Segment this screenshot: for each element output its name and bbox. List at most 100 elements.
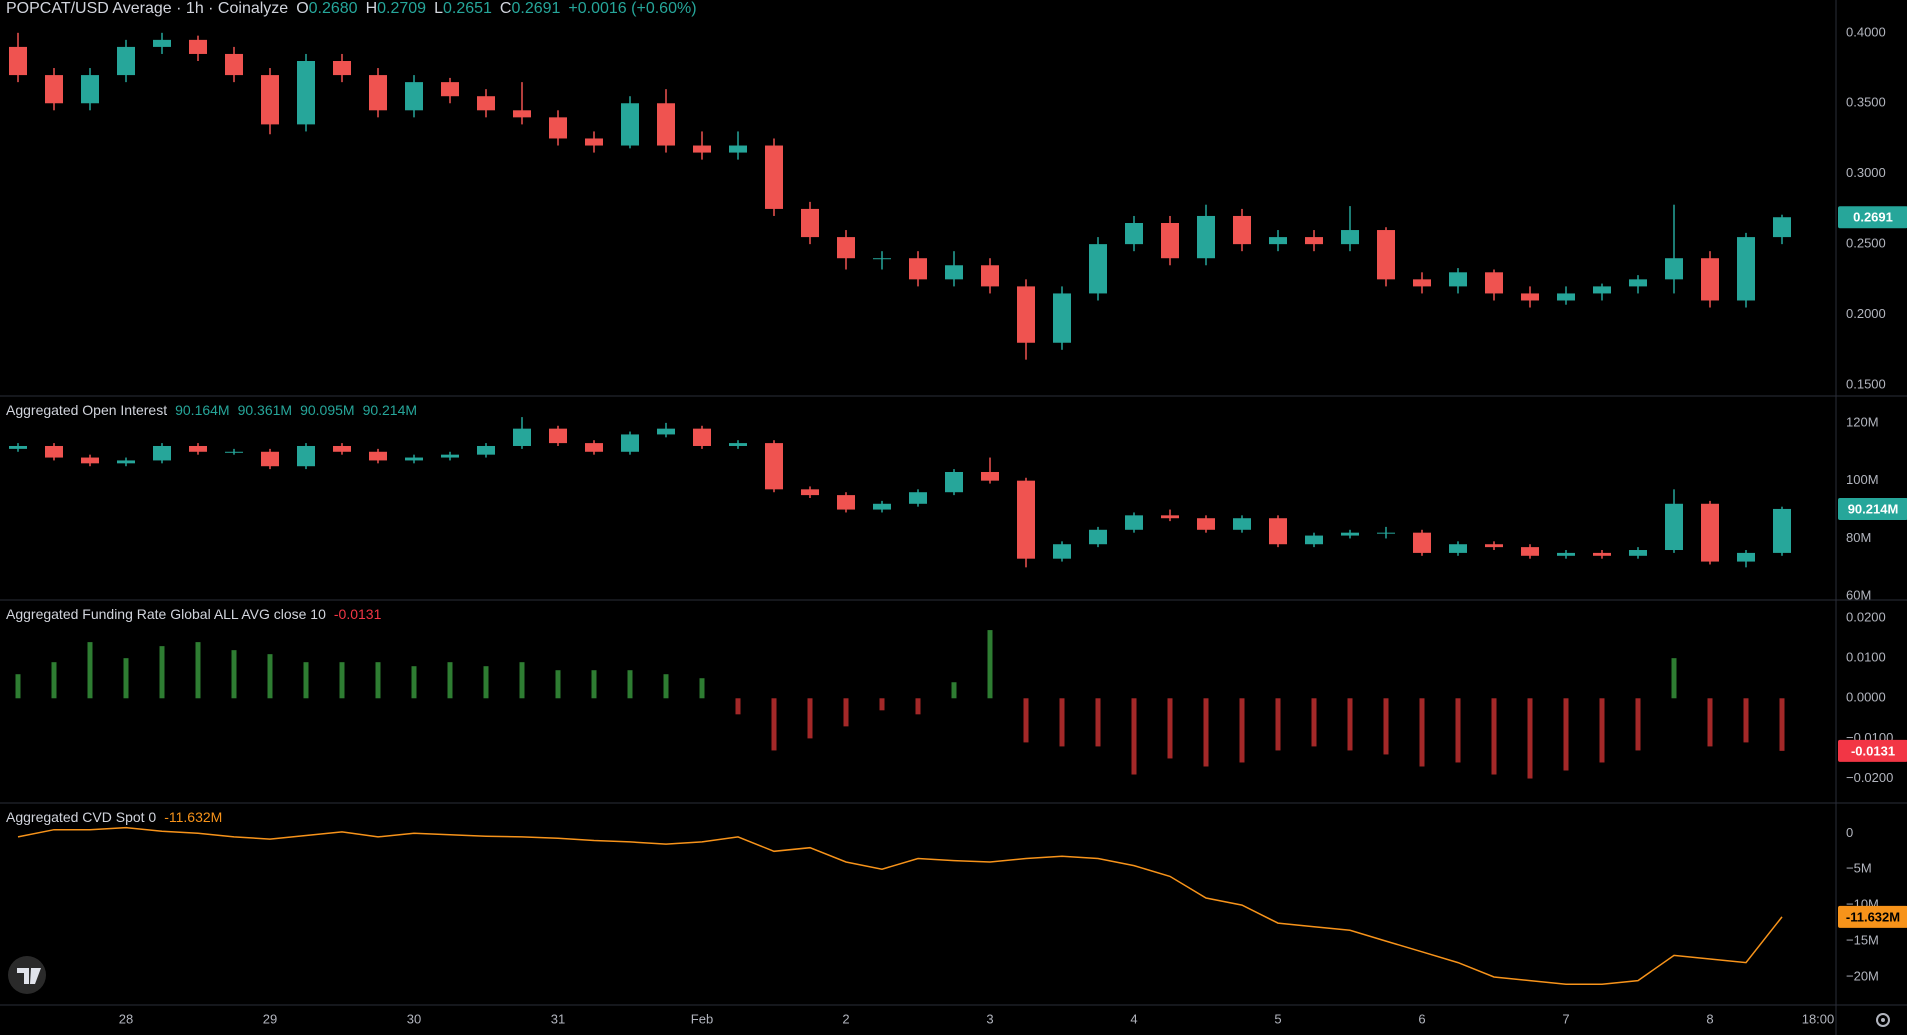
candle-body [189, 39, 207, 54]
legend-item: 90.361M [238, 402, 292, 418]
candle-body [801, 489, 819, 496]
candle-body [981, 471, 999, 481]
candle-body [1485, 272, 1503, 294]
y-tick-label: 0.3500 [1846, 95, 1886, 110]
candle-body [477, 445, 495, 455]
funding-bar [1491, 698, 1497, 775]
y-tick-label: 0.2000 [1846, 306, 1886, 321]
y-tick-label: 0.0000 [1846, 690, 1886, 705]
candle-body [261, 75, 279, 125]
candle-body [945, 265, 963, 280]
candle-body [1593, 286, 1611, 294]
candle-body [729, 145, 747, 153]
candle-body [45, 75, 63, 104]
candle-body [1629, 279, 1647, 287]
candle-body [1377, 230, 1395, 280]
candle-body [1053, 293, 1071, 343]
candle-body [1413, 532, 1431, 553]
funding-bar [375, 662, 381, 699]
funding-bar [555, 670, 561, 699]
funding-bar [627, 670, 633, 699]
candle-body [1197, 215, 1215, 259]
candle-body [1377, 532, 1395, 534]
legend-item: 90.214M [363, 402, 417, 418]
candle-body [513, 110, 531, 118]
candle-body [1269, 237, 1287, 245]
funding-bar [1131, 698, 1137, 775]
x-tick-label: 5 [1274, 1011, 1281, 1026]
y-tick-label: −5M [1846, 861, 1872, 876]
funding-bar [1095, 698, 1101, 747]
candle-body [1305, 535, 1323, 545]
funding-bar [1419, 698, 1425, 767]
funding-bar [1347, 698, 1353, 751]
candle-body [909, 492, 927, 504]
candle-body [1089, 244, 1107, 294]
tv-logo-mark [17, 968, 41, 984]
legend-item: -11.632M [164, 809, 222, 825]
last-value-badge [1838, 739, 1907, 762]
y-tick-label: 60M [1846, 588, 1871, 603]
funding-bar [231, 650, 237, 699]
candle-body [1485, 544, 1503, 548]
candle-body [297, 60, 315, 125]
candle-body [1557, 293, 1575, 301]
candle-body [837, 237, 855, 259]
candle-body [729, 443, 747, 446]
funding-bar [1635, 698, 1641, 751]
candle-body [153, 39, 171, 47]
candle-body [621, 103, 639, 146]
candle-body [801, 208, 819, 238]
candle-body [1125, 515, 1143, 530]
candle-body [1017, 480, 1035, 559]
candle-body [837, 495, 855, 510]
funding-bar [123, 658, 129, 699]
legend-key: H [365, 0, 378, 17]
legend-change: +0.0016 (+0.60%) [568, 0, 697, 17]
last-value-label: -11.632M [1846, 909, 1900, 924]
funding-bar [1779, 698, 1785, 751]
candle-body [225, 53, 243, 76]
y-tick-label: 0.0200 [1846, 609, 1886, 624]
legend-key: L [434, 0, 443, 17]
candle-body [513, 428, 531, 446]
x-tick-label: 4 [1130, 1011, 1137, 1026]
candle-body [225, 451, 243, 453]
legend-item: C0.2691 [500, 0, 561, 18]
panel-title: POPCAT/USD Average · 1h · Coinalyze [6, 0, 289, 17]
y-tick-label: −15M [1846, 933, 1879, 948]
candle-body [1665, 503, 1683, 551]
funding-bar [87, 642, 93, 699]
last-value-label: 90.214M [1848, 501, 1899, 516]
funding-bar [195, 642, 201, 699]
candle-body [9, 445, 27, 449]
x-tick-label: 7 [1562, 1011, 1569, 1026]
legend-value: 0.2709 [377, 0, 427, 17]
funding-bar [1167, 698, 1173, 759]
legend-value: 0.2680 [308, 0, 358, 17]
y-tick-label: 0.1500 [1846, 376, 1886, 391]
candle-body [1737, 237, 1755, 301]
candle-body [1161, 515, 1179, 519]
candle-body [261, 451, 279, 467]
candle-body [477, 96, 495, 111]
candle-body [1017, 286, 1035, 343]
funding-bar [303, 662, 309, 699]
x-tick-label: 28 [119, 1011, 133, 1026]
funding-bar [1059, 698, 1065, 747]
panel-title: Aggregated Funding Rate Global ALL AVG c… [6, 606, 326, 622]
funding-bar [519, 662, 525, 699]
last-value-badge [1838, 905, 1907, 928]
candle-body [45, 445, 63, 458]
funding-bar [843, 698, 849, 727]
candle-body [1413, 279, 1431, 287]
candle-body [333, 60, 351, 76]
candle-body [1197, 518, 1215, 530]
funding-bar [807, 698, 813, 739]
candle-body [405, 82, 423, 111]
funding-bar [1239, 698, 1245, 763]
settings-icon[interactable] [1876, 1013, 1890, 1027]
candle-body [81, 457, 99, 464]
funding-bar [591, 670, 597, 699]
